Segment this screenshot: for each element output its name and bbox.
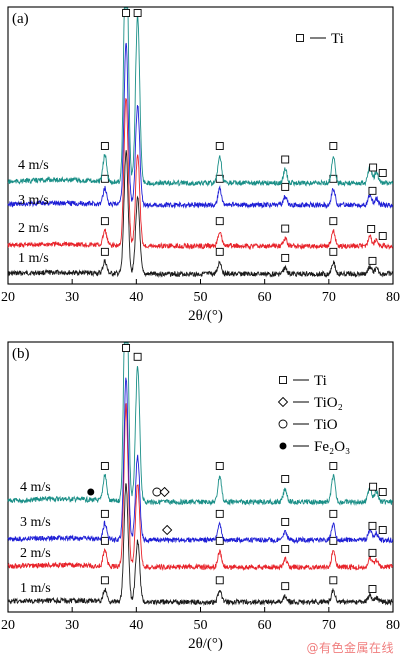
phase-marker-square bbox=[367, 225, 376, 233]
phase-marker-square bbox=[100, 576, 109, 585]
phase-marker-square bbox=[329, 142, 338, 150]
phase-marker-square bbox=[281, 253, 290, 262]
legend-marker-dot bbox=[279, 442, 287, 450]
x-tick-label: 60 bbox=[258, 618, 272, 633]
x-axis-title: 2θ/(°) bbox=[188, 636, 223, 652]
phase-marker-square bbox=[215, 217, 224, 226]
phase-marker-square bbox=[378, 232, 387, 240]
phase-marker-square bbox=[329, 247, 338, 256]
phase-marker-square bbox=[378, 169, 387, 177]
series-label: 3 m/s bbox=[20, 515, 51, 530]
series-label: 1 m/s bbox=[18, 251, 49, 266]
phase-marker-square bbox=[122, 344, 131, 352]
legend-marker-square bbox=[296, 34, 304, 42]
phase-marker-square bbox=[215, 462, 224, 470]
phase-marker-square bbox=[281, 155, 290, 164]
legend-marker-square bbox=[279, 376, 287, 384]
panel-label: (b) bbox=[12, 346, 30, 362]
x-tick-label: 40 bbox=[129, 618, 143, 633]
series-label: 1 m/s bbox=[20, 581, 51, 596]
phase-marker-square bbox=[378, 488, 387, 496]
series-label: 4 m/s bbox=[18, 158, 49, 173]
phase-marker-square bbox=[215, 247, 224, 256]
phase-marker-square bbox=[122, 9, 131, 17]
plot-frame bbox=[7, 341, 394, 613]
phase-marker-square bbox=[100, 462, 109, 470]
series-line-4ms bbox=[7, 7, 394, 187]
phase-marker-square bbox=[215, 536, 224, 545]
phase-marker-square bbox=[133, 9, 142, 17]
x-tick-label: 30 bbox=[65, 618, 79, 633]
legend-label: TiO bbox=[314, 417, 338, 433]
phase-marker-square bbox=[329, 509, 338, 518]
phase-marker-diamond bbox=[161, 524, 173, 536]
phase-marker-square bbox=[215, 576, 224, 585]
phase-marker-square bbox=[369, 163, 378, 172]
phase-marker-square bbox=[329, 576, 338, 585]
phase-marker-square bbox=[281, 224, 290, 233]
phase-marker-square bbox=[368, 521, 377, 530]
panel-label: (a) bbox=[12, 11, 29, 27]
phase-marker-square bbox=[368, 186, 377, 195]
phase-marker-square bbox=[100, 247, 109, 256]
watermark-text: @有色金属在线 bbox=[306, 641, 394, 655]
x-tick-label: 40 bbox=[129, 290, 143, 305]
panel-a: 1 m/s 2 m/s 3 m/s 4 m/s 20 30 40 50 60 70 80 2θ/(°)… bbox=[1, 6, 400, 324]
panel-b: 1 m/s 2 m/s 3 m/s 4 m/s 20 30 40 50 60 70 80 2θ/(°)… bbox=[1, 341, 400, 652]
legend-label: TiO₂ bbox=[314, 395, 343, 411]
legend-label: Fe₂O₃ bbox=[314, 439, 350, 455]
series-line-3ms bbox=[7, 42, 394, 210]
legend-marker-diamond bbox=[277, 396, 289, 408]
x-tick-label: 60 bbox=[258, 290, 272, 305]
x-tick-label: 80 bbox=[386, 618, 400, 633]
legend-marker-circle bbox=[278, 419, 288, 429]
phase-marker-square bbox=[329, 536, 338, 545]
series-line-1ms bbox=[7, 150, 393, 279]
series-line-2ms bbox=[7, 403, 394, 572]
phase-marker-square bbox=[369, 482, 378, 491]
series-label: 2 m/s bbox=[20, 546, 51, 561]
x-tick-label: 80 bbox=[386, 290, 400, 305]
phase-marker-square bbox=[133, 352, 142, 361]
x-axis-title: 2θ/(°) bbox=[188, 308, 223, 324]
x-tick-label: 30 bbox=[65, 290, 79, 305]
phase-marker-square bbox=[329, 217, 338, 226]
phase-marker-square bbox=[100, 217, 109, 226]
x-tick-label: 20 bbox=[1, 618, 15, 633]
x-tick-label: 50 bbox=[194, 618, 208, 633]
phase-marker-square bbox=[368, 548, 377, 557]
series-line-1ms bbox=[7, 483, 394, 606]
x-tick-label: 20 bbox=[1, 290, 15, 305]
series-line-4ms bbox=[7, 342, 394, 507]
phase-marker-square bbox=[100, 536, 109, 545]
phase-marker-diamond bbox=[159, 486, 170, 498]
series-line-2ms bbox=[7, 98, 394, 251]
phase-marker-square bbox=[281, 517, 290, 526]
phase-marker-square bbox=[368, 585, 377, 593]
series-label: 3 m/s bbox=[18, 193, 49, 208]
phase-marker-square bbox=[215, 142, 224, 150]
series-label: 2 m/s bbox=[18, 221, 49, 236]
phase-marker-square bbox=[368, 256, 377, 265]
phase-marker-square bbox=[281, 544, 290, 553]
x-tick-label: 70 bbox=[322, 618, 336, 633]
x-tick-label: 70 bbox=[322, 290, 336, 305]
phase-marker-square bbox=[378, 526, 387, 534]
phase-marker-square bbox=[215, 509, 224, 518]
phase-marker-dot bbox=[87, 488, 95, 496]
phase-marker-square bbox=[100, 142, 109, 150]
phase-marker-square bbox=[100, 509, 109, 518]
phase-marker-square bbox=[329, 462, 338, 470]
series-label: 4 m/s bbox=[20, 480, 51, 495]
x-tick-label: 50 bbox=[194, 290, 208, 305]
phase-marker-square bbox=[281, 582, 290, 591]
legend-label: Ti bbox=[314, 373, 327, 389]
legend-label: Ti bbox=[331, 31, 344, 47]
series-line-3ms bbox=[7, 377, 394, 545]
phase-marker-square bbox=[281, 475, 290, 483]
phase-marker-square bbox=[281, 182, 290, 191]
phase-marker-square bbox=[100, 174, 109, 183]
